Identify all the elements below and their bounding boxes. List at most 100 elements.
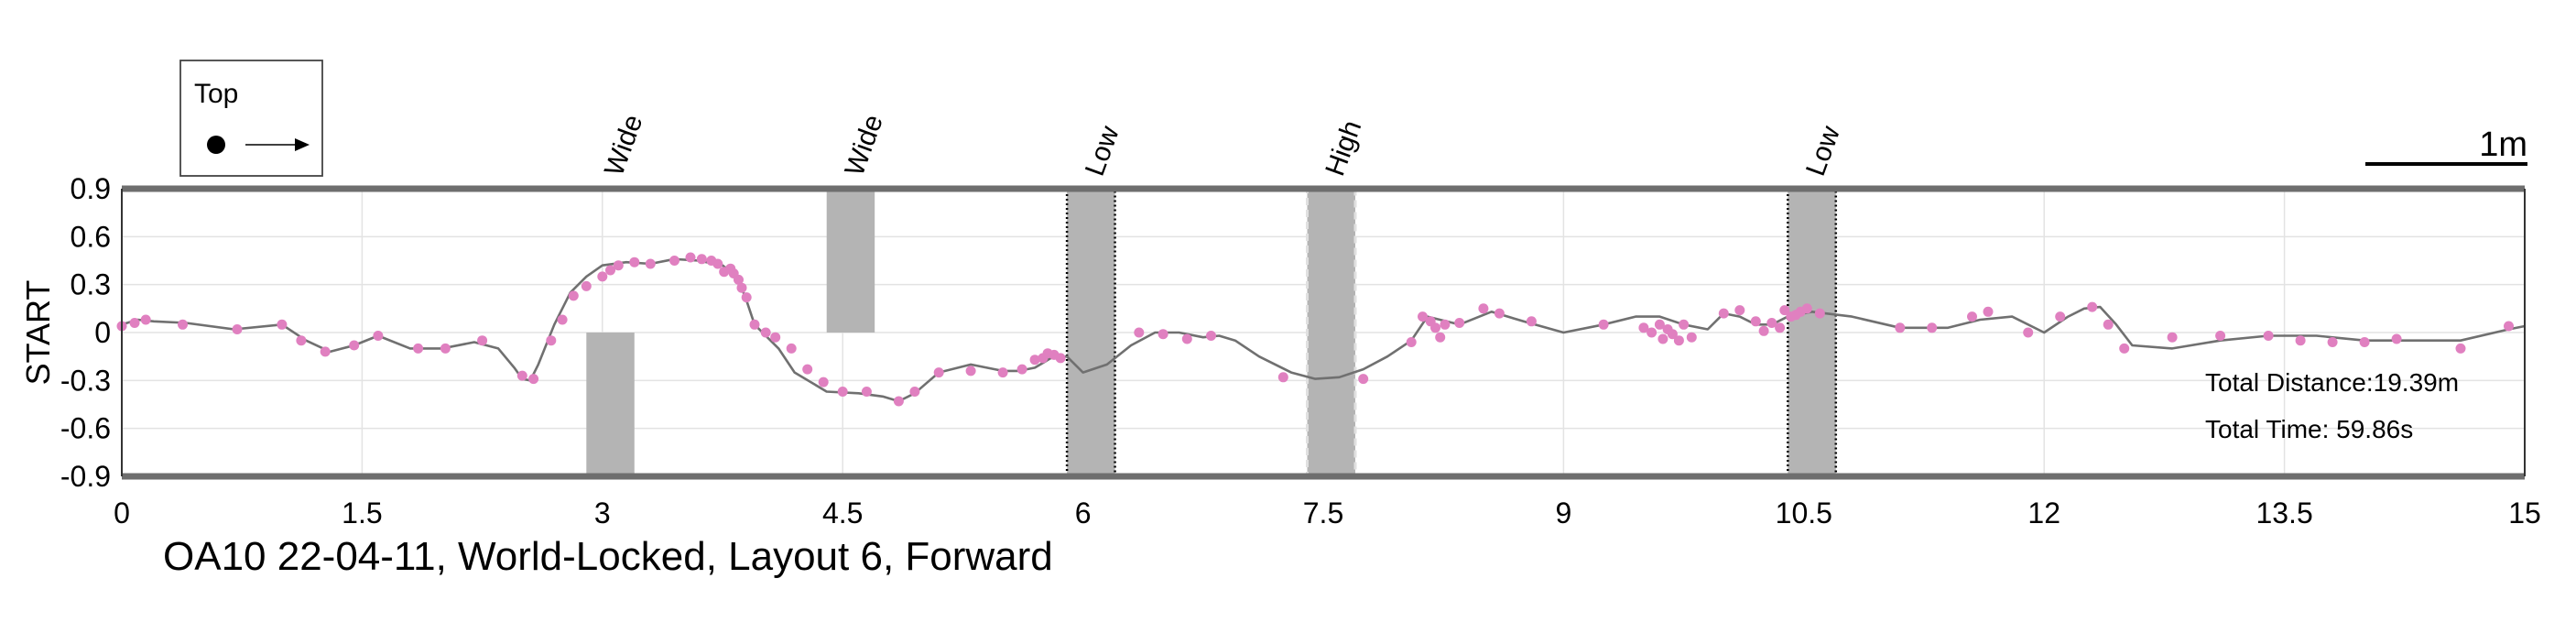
sample-point: [861, 387, 872, 397]
sample-point: [2119, 343, 2130, 354]
sample-point: [1779, 305, 1790, 316]
sample-point: [557, 314, 568, 325]
x-tick-label: 1.5: [342, 497, 382, 529]
obstacle-wide-0: [586, 333, 635, 476]
sample-point: [818, 377, 829, 387]
sample-point: [933, 367, 944, 378]
sample-point: [2504, 321, 2514, 332]
y-tick-label: -0.3: [60, 364, 111, 397]
plot-frame: [121, 185, 2526, 480]
sample-point: [2263, 331, 2274, 341]
sample-point: [1647, 327, 1658, 338]
sample-point: [802, 364, 813, 375]
sample-point: [2023, 327, 2034, 338]
sample-point: [232, 324, 243, 334]
sample-point: [2359, 337, 2370, 347]
sample-point: [1667, 329, 1678, 340]
y-tick-label: 0.6: [71, 220, 111, 253]
x-tick-label: 12: [2027, 497, 2060, 529]
sample-point: [581, 280, 592, 291]
scale-bar: 1m: [2365, 126, 2527, 166]
sample-point: [685, 252, 696, 263]
sample-point: [1206, 331, 1216, 341]
chart-title: OA10 22-04-11, World-Locked, Layout 6, F…: [163, 534, 1053, 579]
sample-point: [997, 367, 1008, 378]
x-tick-label: 15: [2508, 497, 2541, 529]
legend-arrowhead-icon: [295, 138, 310, 151]
sample-point: [605, 265, 615, 276]
sample-point: [749, 319, 760, 330]
y-tick-label: -0.9: [60, 460, 111, 493]
total-distance-label: Total Distance:19.39m: [2205, 368, 2459, 397]
sample-point: [1983, 306, 1994, 317]
sample-point: [373, 331, 384, 341]
sample-point: [1658, 333, 1668, 344]
sample-point: [1029, 355, 1040, 366]
sample-point: [1927, 322, 1938, 333]
sample-point: [1638, 322, 1649, 333]
sample-point: [1967, 311, 1977, 322]
x-tick-label: 7.5: [1303, 497, 1343, 529]
sample-point: [741, 292, 752, 303]
sample-point: [1686, 332, 1697, 343]
x-tick-label: 3: [594, 497, 611, 529]
legend-title: Top: [194, 79, 238, 109]
sample-point: [1750, 316, 1761, 327]
sample-point: [734, 274, 744, 285]
sample-points: [116, 252, 2514, 407]
sample-point: [320, 346, 331, 357]
tick-labels: 0 1.5 3 4.5 6 7.5 9 10.5 12 13.5 15 0.9 0.6 0.3 0 -0.3 -…: [60, 172, 2541, 529]
sample-point: [2391, 333, 2402, 344]
sample-point: [413, 343, 424, 354]
sample-point: [1758, 325, 1769, 336]
sample-point: [760, 327, 771, 338]
sample-point: [1526, 316, 1537, 327]
sample-point: [1016, 364, 1027, 375]
sample-point: [736, 282, 747, 293]
sample-point: [1734, 305, 1745, 316]
sample-point: [1055, 353, 1066, 364]
y-tick-label: -0.6: [60, 412, 111, 445]
sample-point: [1679, 319, 1690, 330]
sample-point: [1673, 335, 1684, 346]
sample-point: [1654, 319, 1665, 330]
x-tick-label: 0: [114, 497, 130, 529]
sample-point: [770, 332, 781, 343]
sample-point: [1454, 318, 1465, 328]
sample-point: [2327, 337, 2338, 347]
sample-point: [1406, 337, 1417, 347]
sample-point: [178, 319, 188, 330]
sample-point: [1277, 372, 1288, 383]
sample-point: [613, 260, 624, 271]
sample-point: [349, 340, 360, 351]
obstacle-label: High: [1320, 116, 1367, 180]
sample-point: [1718, 308, 1729, 319]
x-tick-label: 4.5: [822, 497, 863, 529]
y-tick-label: 0.9: [71, 172, 111, 205]
obstacle-label: Wide: [840, 111, 889, 180]
sample-point: [965, 366, 976, 377]
sample-point: [629, 257, 640, 267]
sample-point: [1478, 303, 1489, 314]
obstacle-wide-1: [826, 189, 875, 333]
sample-point: [909, 387, 920, 397]
sample-point: [1430, 322, 1440, 333]
sample-point: [837, 387, 848, 397]
sample-point: [1435, 332, 1446, 343]
sample-point: [2055, 311, 2066, 322]
sample-point: [1440, 319, 1451, 330]
sample-point: [786, 343, 797, 354]
legend-box: [179, 60, 323, 177]
sample-point: [1418, 311, 1428, 322]
sample-point: [2103, 319, 2114, 330]
obstacles: [586, 187, 1838, 478]
sample-point: [2455, 343, 2466, 354]
y-tick-label: 0: [94, 316, 111, 349]
obstacle-label: Wide: [599, 111, 648, 180]
obstacle-label: Low: [1800, 122, 1846, 180]
sample-point: [597, 271, 608, 282]
sample-point: [528, 374, 539, 385]
sample-point: [1598, 319, 1609, 330]
y-axis-label: START: [19, 280, 57, 386]
